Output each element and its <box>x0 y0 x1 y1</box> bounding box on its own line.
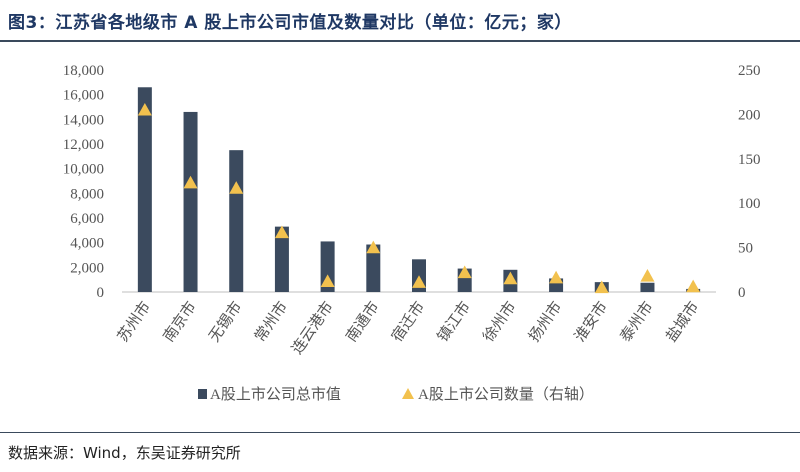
count-marker <box>274 225 289 239</box>
category-label: 连云港市 <box>289 299 337 358</box>
count-marker <box>229 181 244 194</box>
category-label: 淮安市 <box>571 299 611 346</box>
count-marker <box>137 102 152 116</box>
category-label: 盐城市 <box>663 299 703 346</box>
y-right-tick-label: 100 <box>738 196 761 212</box>
category-label: 南通市 <box>343 299 383 346</box>
y-left-tick-label: 12,000 <box>63 137 104 153</box>
figure-title: 图3：江苏省各地级市 A 股上市公司市值及数量对比（单位：亿元；家） <box>8 13 572 33</box>
y-left-tick-label: 8,000 <box>70 186 104 202</box>
y-right-tick-label: 150 <box>738 152 761 168</box>
y-right-tick-label: 200 <box>738 107 761 123</box>
category-label: 镇江市 <box>434 299 474 346</box>
legend-bar-swatch <box>198 389 207 399</box>
category-label: 常州市 <box>251 299 291 346</box>
count-marker <box>320 274 335 287</box>
y-left-tick-label: 16,000 <box>63 88 104 104</box>
category-label: 苏州市 <box>114 299 154 346</box>
bar <box>137 87 152 292</box>
bar <box>229 150 244 292</box>
y-left-tick-label: 4,000 <box>70 236 104 252</box>
legend-triangle-swatch <box>402 388 414 399</box>
source-bar: 数据来源：Wind，东吴证券研究所 <box>0 432 800 472</box>
source-note: 数据来源：Wind，东吴证券研究所 <box>8 444 241 462</box>
y-right-tick-label: 250 <box>738 63 761 79</box>
y-left-tick-label: 18,000 <box>63 63 104 79</box>
bar <box>274 226 289 292</box>
y-right-tick-label: 0 <box>738 285 746 301</box>
count-marker <box>503 271 518 285</box>
y-left-tick-label: 0 <box>97 285 105 301</box>
y-right-tick-label: 50 <box>738 241 753 257</box>
y-left-tick-label: 14,000 <box>63 112 104 128</box>
count-marker <box>594 280 609 294</box>
count-marker <box>457 265 472 279</box>
category-label: 扬州市 <box>526 299 566 346</box>
bar <box>366 244 381 292</box>
legend-label-count: A股上市公司数量（右轴） <box>418 386 594 403</box>
legend-label-market-cap: A股上市公司总市值 <box>210 386 341 403</box>
bar <box>640 282 655 292</box>
y-left-tick-label: 2,000 <box>70 260 104 276</box>
y-left-tick-label: 6,000 <box>70 211 104 227</box>
count-marker <box>549 270 564 284</box>
y-left-tick-label: 10,000 <box>63 162 104 178</box>
category-label: 徐州市 <box>480 299 520 346</box>
count-marker <box>366 240 381 254</box>
category-label: 泰州市 <box>617 299 657 346</box>
count-marker <box>640 269 655 282</box>
bar <box>183 111 198 292</box>
bar <box>320 241 335 292</box>
title-bar: 图3：江苏省各地级市 A 股上市公司市值及数量对比（单位：亿元；家） <box>0 0 800 42</box>
category-label: 南京市 <box>160 299 200 346</box>
count-marker <box>412 275 426 288</box>
count-marker <box>686 279 701 293</box>
chart-area: 0 2,000 4,000 6,000 8,000 10,000 12,000 14,000 1… <box>63 63 761 403</box>
category-label: 无锡市 <box>206 299 246 346</box>
count-marker <box>183 175 198 189</box>
category-label: 宿迁市 <box>389 299 429 346</box>
